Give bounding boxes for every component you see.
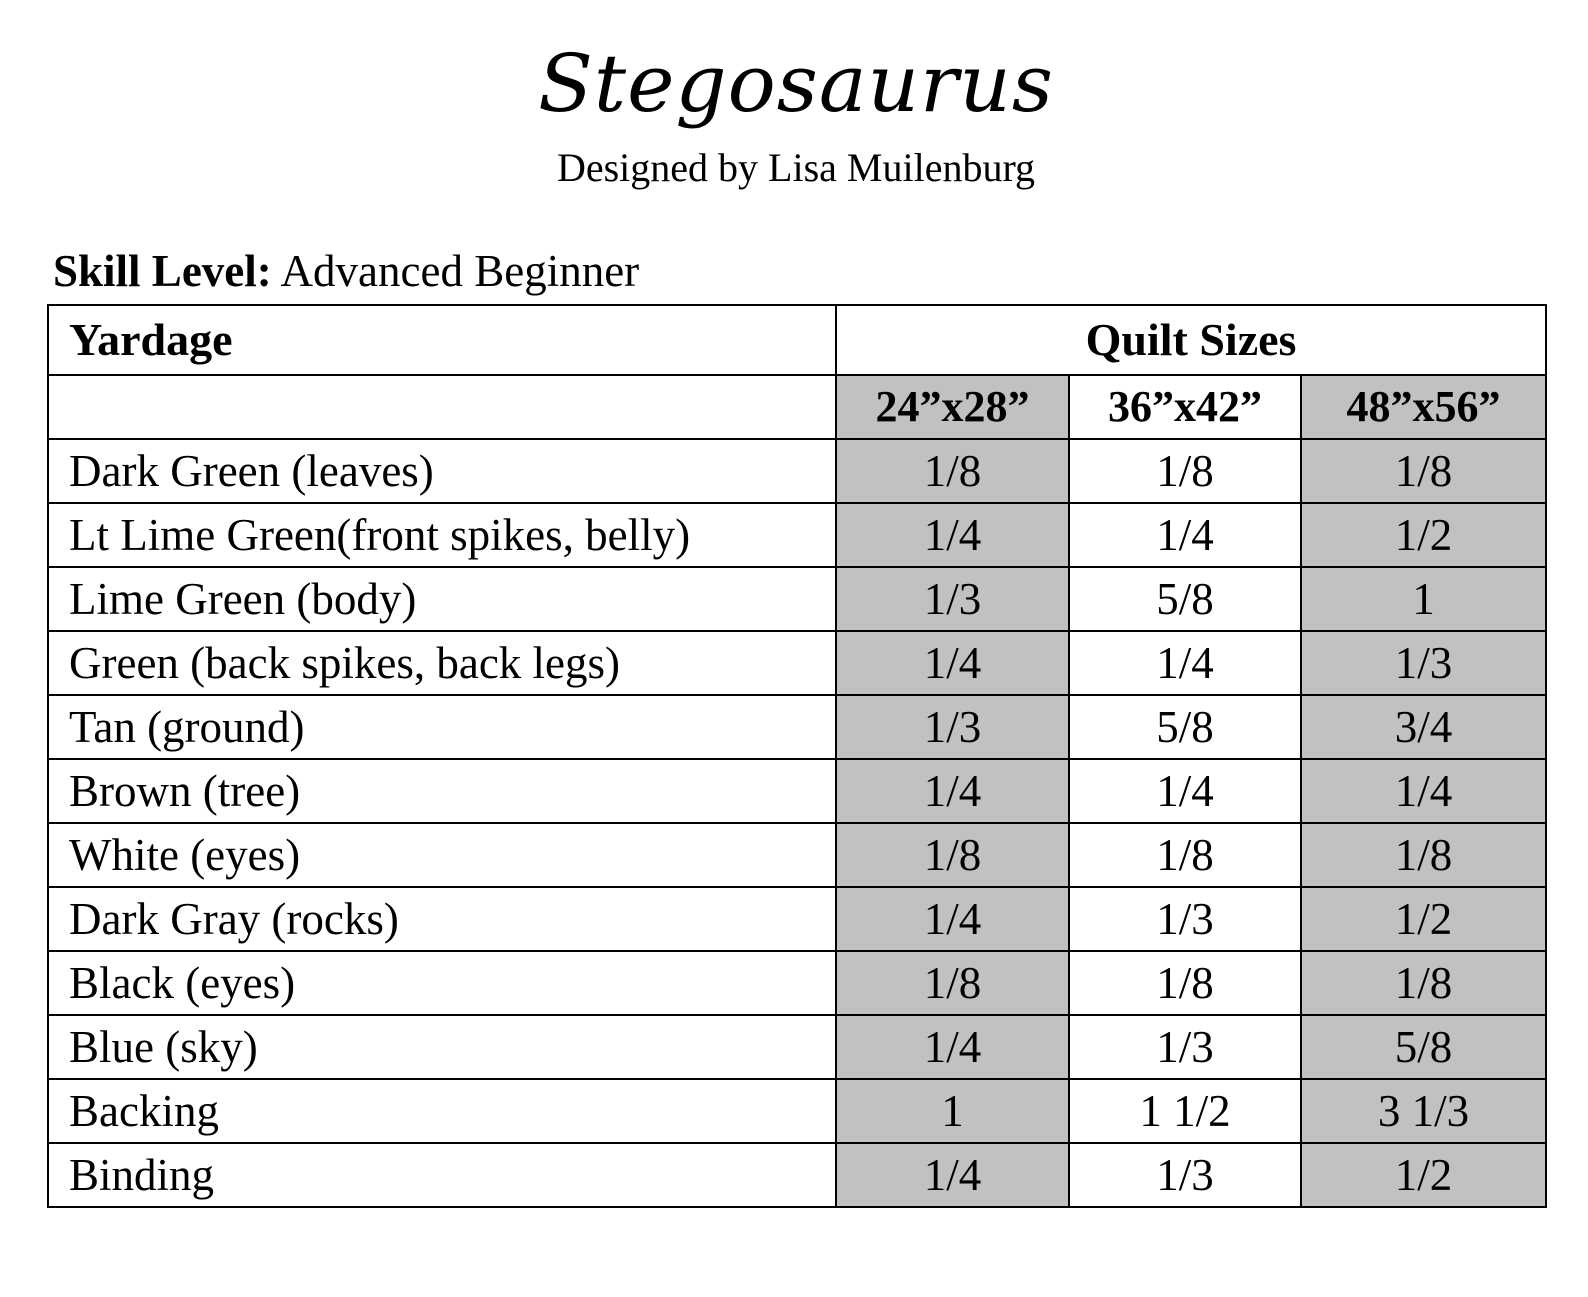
table-row: Lime Green (body) 1/3 5/8 1 (47, 566, 1548, 632)
yardage-value: 1/4 (835, 758, 1070, 824)
yardage-value: 5/8 (1299, 1014, 1548, 1080)
yardage-value: 1/4 (1068, 758, 1302, 824)
yardage-value: 1/8 (1299, 822, 1548, 888)
table-row: Blue (sky) 1/4 1/3 5/8 (47, 1014, 1548, 1080)
size-header-row: 24”x28” 36”x42” 48”x56” (47, 374, 1548, 440)
yardage-value: 1/4 (835, 630, 1070, 696)
yardage-value: 3 1/3 (1299, 1078, 1548, 1144)
yardage-value: 1/8 (835, 822, 1070, 888)
fabric-label: Brown (tree) (47, 758, 837, 824)
table-row: Backing 1 1 1/2 3 1/3 (47, 1078, 1548, 1144)
pattern-title: Stegosaurus (538, 37, 1054, 130)
skill-level-line: Skill Level: Advanced Beginner (53, 244, 1545, 298)
yardage-value: 1/3 (1068, 886, 1302, 952)
yardage-value: 1/3 (835, 566, 1070, 632)
yardage-value: 3/4 (1299, 694, 1548, 760)
table-row: Dark Green (leaves) 1/8 1/8 1/8 (47, 438, 1548, 504)
yardage-value: 1/3 (1068, 1142, 1302, 1208)
yardage-value: 1 (1299, 566, 1548, 632)
document-page: Stegosaurus Designed by Lisa Muilenburg … (47, 37, 1548, 1208)
table-row: Binding 1/4 1/3 1/2 (47, 1142, 1548, 1208)
yardage-value: 1/8 (1068, 950, 1302, 1016)
designer-credit: Designed by Lisa Muilenburg (556, 145, 1036, 190)
fabric-label: Binding (47, 1142, 837, 1208)
yardage-value: 1/3 (835, 694, 1070, 760)
fabric-label: Lime Green (body) (47, 566, 837, 632)
skill-level-label: Skill Level: (53, 246, 272, 296)
yardage-value: 1/4 (1068, 630, 1302, 696)
yardage-value: 1/4 (835, 502, 1070, 568)
yardage-value: 5/8 (1068, 566, 1302, 632)
size-header-48x56: 48”x56” (1299, 374, 1548, 440)
table-row: Green (back spikes, back legs) 1/4 1/4 1/3 (47, 630, 1548, 696)
yardage-value: 1/4 (1299, 758, 1548, 824)
fabric-label: Backing (47, 1078, 837, 1144)
size-header-36x42: 36”x42” (1068, 374, 1302, 440)
table-title-row: Yardage Quilt Sizes (47, 304, 1548, 376)
yardage-value: 1/4 (835, 886, 1070, 952)
fabric-label: White (eyes) (47, 822, 837, 888)
size-header-24x28: 24”x28” (835, 374, 1070, 440)
fabric-label: Lt Lime Green(front spikes, belly) (47, 502, 837, 568)
yardage-value: 1/8 (835, 438, 1070, 504)
fabric-label: Blue (sky) (47, 1014, 837, 1080)
table-row: Brown (tree) 1/4 1/4 1/4 (47, 758, 1548, 824)
fabric-label: Dark Gray (rocks) (47, 886, 837, 952)
yardage-value: 1/2 (1299, 886, 1548, 952)
yardage-value: 1/4 (835, 1014, 1070, 1080)
fabric-label: Green (back spikes, back legs) (47, 630, 837, 696)
yardage-value: 1 1/2 (1068, 1078, 1302, 1144)
table-row: Dark Gray (rocks) 1/4 1/3 1/2 (47, 886, 1548, 952)
yardage-value: 1/2 (1299, 1142, 1548, 1208)
yardage-value: 1/8 (1299, 438, 1548, 504)
quilt-sizes-header: Quilt Sizes (834, 304, 1548, 376)
fabric-label: Tan (ground) (47, 694, 837, 760)
yardage-value: 1/8 (835, 950, 1070, 1016)
yardage-table-body: Dark Green (leaves) 1/8 1/8 1/8 Lt Lime Gree… (47, 438, 1548, 1208)
yardage-value: 1/8 (1299, 950, 1548, 1016)
empty-corner-cell (47, 374, 837, 440)
yardage-value: 5/8 (1068, 694, 1302, 760)
skill-level-value: Advanced Beginner (271, 246, 640, 296)
yardage-value: 1/4 (1068, 502, 1302, 568)
table-row: Tan (ground) 1/3 5/8 3/4 (47, 694, 1548, 760)
yardage-value: 1 (835, 1078, 1070, 1144)
table-row: Lt Lime Green(front spikes, belly) 1/4 1/4… (47, 502, 1548, 568)
yardage-column-header: Yardage (47, 304, 837, 376)
yardage-value: 1/8 (1068, 822, 1302, 888)
table-row: Black (eyes) 1/8 1/8 1/8 (47, 950, 1548, 1016)
table-row: White (eyes) 1/8 1/8 1/8 (47, 822, 1548, 888)
yardage-value: 1/3 (1068, 1014, 1302, 1080)
yardage-value: 1/2 (1299, 502, 1548, 568)
yardage-value: 1/3 (1299, 630, 1548, 696)
fabric-label: Black (eyes) (47, 950, 837, 1016)
yardage-value: 1/8 (1068, 438, 1302, 504)
fabric-label: Dark Green (leaves) (47, 438, 837, 504)
yardage-value: 1/4 (835, 1142, 1070, 1208)
yardage-table: Yardage Quilt Sizes 24”x28” 36”x42” 48”x… (47, 304, 1548, 1208)
